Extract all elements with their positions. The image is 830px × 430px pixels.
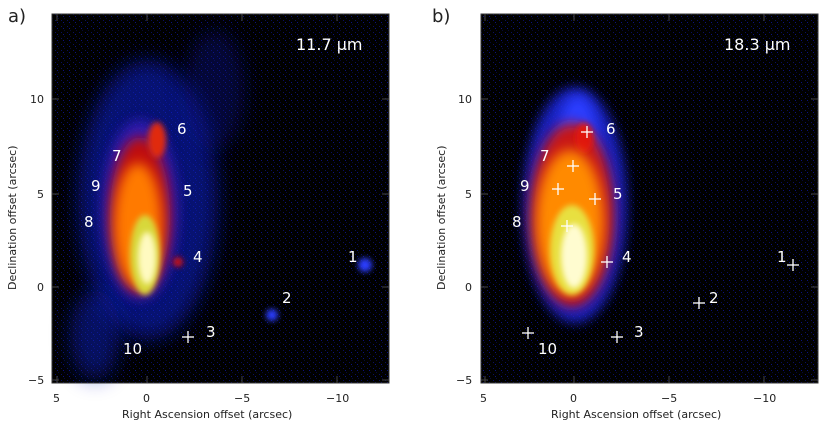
xtick-label: −10 [753, 392, 776, 405]
crosshair-7 [567, 160, 579, 172]
panel-a-crosshair-3 [182, 331, 194, 343]
white-core [138, 232, 156, 284]
source-label-7: 7 [112, 147, 122, 165]
panel-b-ylabel: Declination offset (arcsec) [435, 146, 448, 291]
panel-a-emission [70, 30, 372, 380]
source-label-3: 3 [206, 323, 216, 341]
source-label-10: 10 [538, 340, 557, 358]
panel-b-emission [523, 87, 627, 323]
panel-a-frame [51, 13, 390, 384]
source-1-blob [358, 258, 372, 272]
source-label-7: 7 [540, 147, 550, 165]
crosshair-9 [552, 183, 564, 195]
panel-a-label: a) [8, 6, 26, 27]
panel-b-label: b) [432, 6, 450, 27]
source-label-3: 3 [634, 323, 644, 341]
red-knot [148, 122, 166, 158]
xtick-label: 5 [53, 392, 60, 405]
ytick-label: −5 [456, 374, 472, 387]
panel-a-xlabel: Right Ascension offset (arcsec) [122, 408, 292, 421]
source-label-6: 6 [606, 120, 616, 138]
panel-a-ticks [52, 14, 389, 383]
crosshair-3 [611, 331, 623, 343]
panel-a-wavelength: 11.7 μm [296, 35, 362, 54]
source-label-2: 2 [282, 289, 292, 307]
source-label-1: 1 [348, 248, 358, 266]
red-knot [575, 123, 593, 153]
xtick-label: 0 [143, 392, 150, 405]
panel-a: a) 1 2 3 4 5 6 7 8 9 [6, 6, 390, 421]
diffuse-plume [185, 30, 245, 150]
panel-b-tick-labels: 5 0 −5 −10 −5 0 5 10 [456, 93, 776, 405]
xtick-label: 0 [570, 392, 577, 405]
panel-a-source-labels: 1 2 3 4 5 6 7 8 9 10 [84, 120, 358, 358]
xtick-label: 5 [480, 392, 487, 405]
diffuse-tail [70, 290, 120, 380]
panel-a-ylabel: Declination offset (arcsec) [6, 146, 19, 291]
source-4-blob [173, 257, 183, 267]
crosshair-5 [589, 193, 601, 205]
xtick-label: −10 [326, 392, 349, 405]
source-label-1: 1 [777, 248, 787, 266]
source-label-9: 9 [520, 177, 530, 195]
panel-b-frame [480, 13, 819, 384]
panel-b-crosshairs [522, 126, 799, 343]
crosshair-10 [522, 327, 534, 339]
panel-b: b) 1 2 3 4 5 [432, 6, 819, 421]
source-2-blob [266, 309, 278, 321]
panel-b-ticks [481, 14, 818, 383]
crosshair-4 [601, 256, 613, 268]
source-label-4: 4 [622, 248, 632, 266]
source-label-8: 8 [512, 213, 522, 231]
ytick-label: −5 [28, 374, 44, 387]
panel-b-source-labels: 1 2 3 4 5 6 7 8 9 10 [512, 120, 787, 358]
crosshair-6 [581, 126, 593, 138]
ytick-label: 0 [465, 281, 472, 294]
source-label-6: 6 [177, 120, 187, 138]
source-label-2: 2 [709, 289, 719, 307]
panel-a-tick-labels: 5 0 −5 −10 −5 0 5 10 [28, 93, 349, 405]
ytick-label: 0 [37, 281, 44, 294]
source-label-4: 4 [193, 248, 203, 266]
panel-b-xlabel: Right Ascension offset (arcsec) [551, 408, 721, 421]
crosshair-8 [561, 220, 573, 232]
crosshair-2 [693, 297, 705, 309]
ytick-label: 10 [30, 93, 44, 106]
source-label-9: 9 [91, 177, 101, 195]
white-core [561, 224, 587, 288]
crosshair-1 [787, 259, 799, 271]
source-label-5: 5 [183, 182, 193, 200]
xtick-label: −5 [661, 392, 677, 405]
panel-b-wavelength: 18.3 μm [724, 35, 790, 54]
source-label-10: 10 [123, 340, 142, 358]
source-label-8: 8 [84, 213, 94, 231]
ytick-label: 5 [465, 188, 472, 201]
ytick-label: 10 [458, 93, 472, 106]
ytick-label: 5 [37, 188, 44, 201]
xtick-label: −5 [234, 392, 250, 405]
source-label-5: 5 [613, 185, 623, 203]
